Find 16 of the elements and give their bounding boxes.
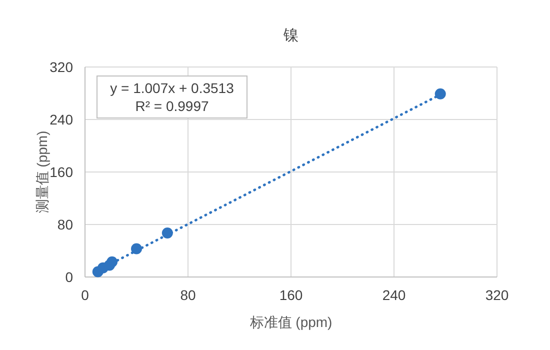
- y-tick-label: 160: [50, 164, 74, 180]
- annotation: y = 1.007x + 0.3513: [110, 80, 234, 96]
- x-tick-label: 80: [180, 287, 196, 303]
- annotation: R² = 0.9997: [135, 98, 209, 114]
- x-tick-label: 0: [81, 287, 90, 303]
- y-axis-title: 测量值 (ppm): [34, 130, 50, 214]
- chart-title: 镍: [282, 27, 298, 44]
- point: [434, 88, 446, 100]
- y-tick-label: 0: [65, 269, 74, 285]
- x-tick-label: 320: [485, 287, 509, 303]
- x-axis-title: 标准值 (ppm): [248, 314, 332, 330]
- x-tick-label: 240: [382, 287, 406, 303]
- y-tick-label: 240: [50, 112, 74, 128]
- y-tick-label: 80: [57, 216, 74, 232]
- x-tick-label: 160: [279, 287, 303, 303]
- y-tick-label: 320: [50, 59, 74, 75]
